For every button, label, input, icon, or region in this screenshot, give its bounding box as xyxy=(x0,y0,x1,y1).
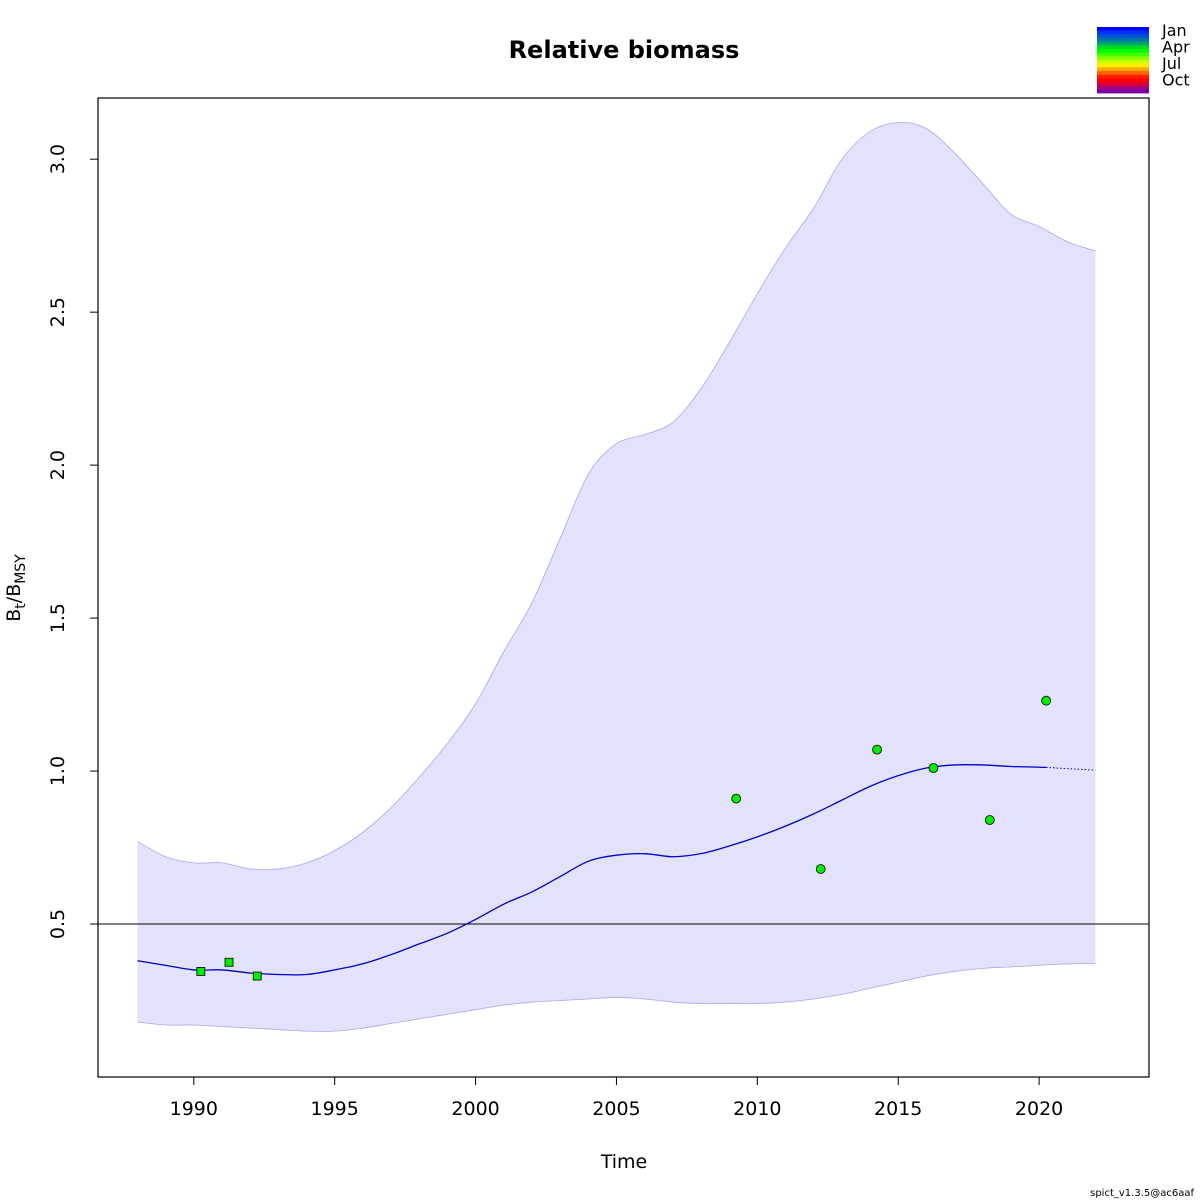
observation-point-7 xyxy=(928,763,939,773)
y-tick-label-1.0: 1.0 xyxy=(47,756,69,786)
legend-color-swatch-4 xyxy=(1097,38,1149,43)
legend-color-swatch-8 xyxy=(1097,52,1149,57)
x-axis: 1990 1995 2000 2005 2010 2015 2020 xyxy=(170,1076,1063,1120)
legend-color-swatch-9 xyxy=(1097,56,1149,61)
y-axis-label: Bt/BMSY xyxy=(3,554,29,622)
x-tick-label-2015: 2015 xyxy=(874,1098,922,1120)
legend-color-swatch-7 xyxy=(1097,49,1149,54)
observation-point-9 xyxy=(1041,695,1052,706)
legend-color-swatch-1 xyxy=(1097,27,1149,32)
observation-point-6 xyxy=(872,744,882,755)
x-tick-label-1995: 1995 xyxy=(311,1098,359,1120)
legend-color-swatch-15 xyxy=(1097,78,1149,83)
x-tick-label-2020: 2020 xyxy=(1015,1098,1063,1120)
estimate-line xyxy=(137,763,1047,976)
y-axis-label-sub-t: t xyxy=(13,603,29,609)
legend-color-swatch-2 xyxy=(1097,30,1149,35)
observation-point-8 xyxy=(984,815,995,825)
y-tick-label-2.0: 2.0 xyxy=(47,450,69,480)
legend-color-swatch-11 xyxy=(1097,63,1149,68)
x-tick-label-2005: 2005 xyxy=(592,1098,640,1120)
legend-color-swatch-13 xyxy=(1097,71,1149,76)
legend-color-swatch-14 xyxy=(1097,74,1149,79)
version-footer: spict_v1.3.5@ac6aaf xyxy=(1090,1188,1194,1199)
x-tick-label-2010: 2010 xyxy=(733,1098,781,1120)
legend-color-swatch-17 xyxy=(1097,85,1149,90)
observation-point-2 xyxy=(224,957,234,967)
chart-title: Relative biomass xyxy=(509,36,740,64)
confidence-band-upper xyxy=(137,121,1096,871)
legend-label-jul: Jul xyxy=(1161,54,1181,73)
observation-point-4 xyxy=(731,793,742,804)
y-tick-label-2.5: 2.5 xyxy=(47,297,69,327)
y-tick-label-1.5: 1.5 xyxy=(47,603,69,633)
legend-label-apr: Apr xyxy=(1162,38,1190,57)
legend-color-swatch-5 xyxy=(1097,41,1149,46)
x-tick-label-2000: 2000 xyxy=(451,1098,499,1120)
confidence-band-lower xyxy=(137,963,1096,1032)
x-axis-label: Time xyxy=(600,1151,648,1173)
y-tick-label-0.5: 0.5 xyxy=(47,909,69,939)
observation-point-1 xyxy=(196,967,206,976)
plot-area xyxy=(98,121,1149,1032)
legend-color-swatch-6 xyxy=(1097,45,1149,50)
forecast-line xyxy=(1046,766,1096,771)
y-axis-label-sub-msy: MSY xyxy=(13,554,29,584)
y-tick-label-3.0: 3.0 xyxy=(47,144,69,174)
y-axis-label-main: B xyxy=(3,609,25,622)
y-axis: 0.5 1.0 1.5 2.0 2.5 3.0 xyxy=(47,144,99,939)
legend-color-swatch-3 xyxy=(1097,34,1149,39)
legend-label-oct: Oct xyxy=(1162,71,1190,90)
observation-point-5 xyxy=(815,864,826,874)
observation-point-3 xyxy=(252,971,262,981)
legend-color-swatch-16 xyxy=(1097,82,1149,87)
legend-label-jan: Jan xyxy=(1161,21,1187,40)
confidence-band xyxy=(137,122,1096,1032)
legend-color-swatch-10 xyxy=(1097,60,1149,65)
legend-color-swatch-18 xyxy=(1097,89,1149,94)
x-tick-label-1990: 1990 xyxy=(170,1098,218,1120)
y-axis-label-sep: /B xyxy=(3,584,25,603)
legend-color-swatch-12 xyxy=(1097,67,1149,72)
